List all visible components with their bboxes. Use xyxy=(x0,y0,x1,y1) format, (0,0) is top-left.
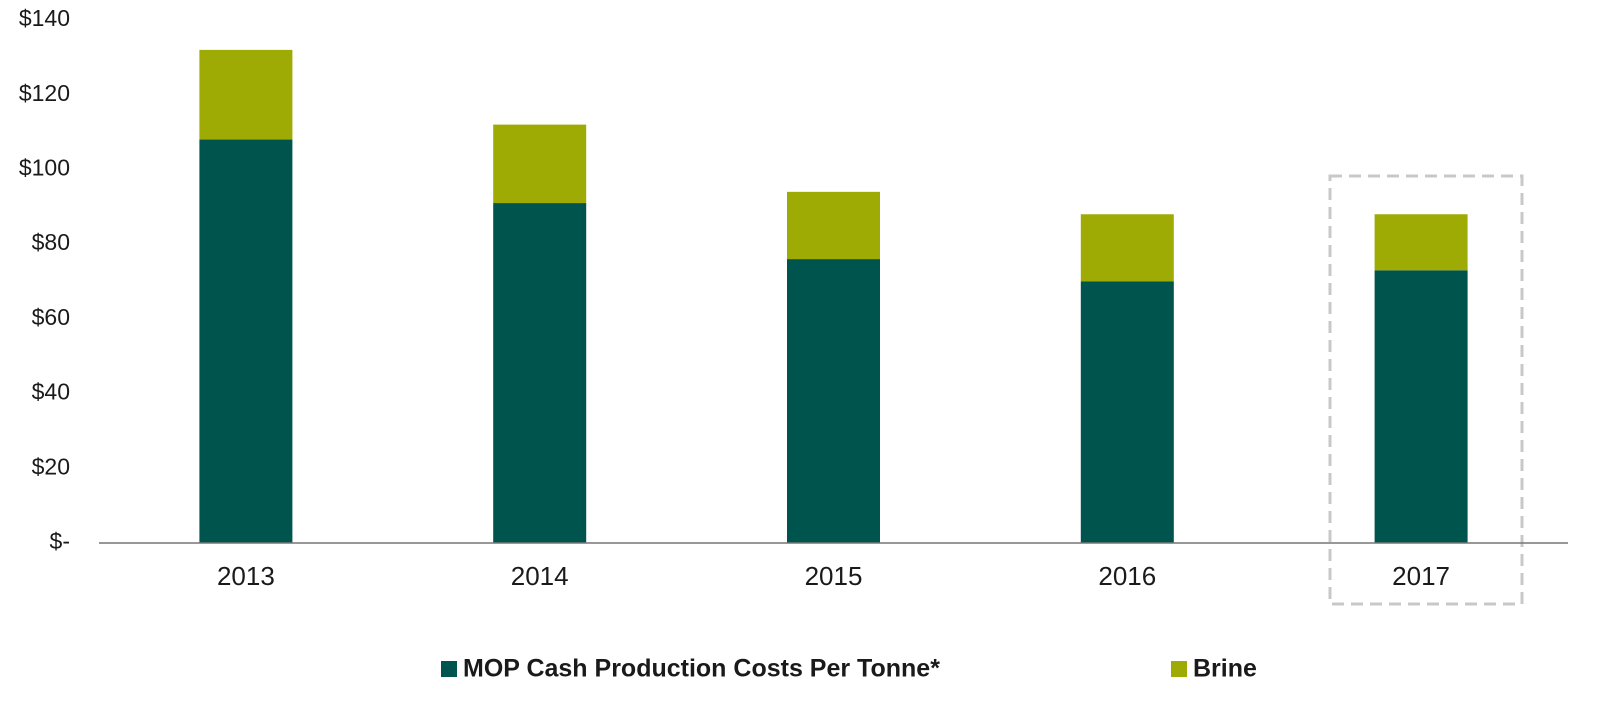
bar-segment xyxy=(199,139,293,544)
bar-segment xyxy=(493,203,587,544)
x-tick-label: 2016 xyxy=(1098,561,1156,591)
highlight-box xyxy=(1328,174,1524,606)
bar-segment xyxy=(1080,281,1174,543)
x-tick-label: 2017 xyxy=(1392,561,1450,591)
legend-label: MOP Cash Production Costs Per Tonne* xyxy=(463,655,940,683)
x-tick-label: 2014 xyxy=(511,561,569,591)
y-tick-label: $100 xyxy=(19,155,70,181)
bar-segment xyxy=(493,124,587,204)
bar-segment xyxy=(1374,214,1468,271)
bar-segment xyxy=(199,49,293,140)
bar-segment xyxy=(1374,270,1468,543)
legend-label: Brine xyxy=(1193,655,1257,683)
y-tick-label: $40 xyxy=(32,379,70,405)
y-tick-label: $20 xyxy=(32,453,70,479)
y-tick-label: $140 xyxy=(19,5,70,31)
bar-segment xyxy=(787,259,880,543)
y-tick-label: $80 xyxy=(32,229,70,255)
y-tick-label: $120 xyxy=(19,80,70,106)
bar-segment xyxy=(787,191,880,260)
x-tick-label: 2013 xyxy=(217,561,275,591)
bar-segment xyxy=(1080,214,1174,282)
legend-swatch xyxy=(1171,661,1187,677)
y-tick-label: $60 xyxy=(32,304,70,330)
y-tick-label: $- xyxy=(50,528,70,554)
legend-swatch xyxy=(441,661,457,677)
x-tick-label: 2015 xyxy=(805,561,863,591)
